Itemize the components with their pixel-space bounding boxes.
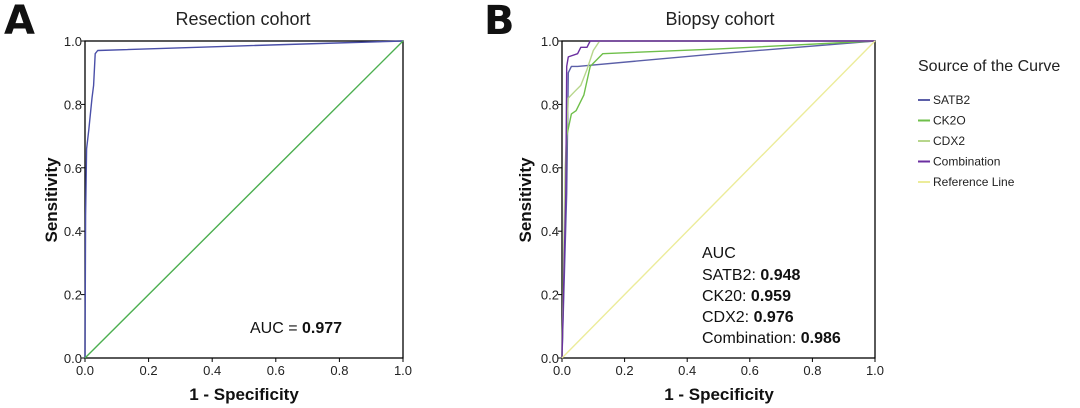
panel-b-auc-row: Combination: 0.986 (702, 330, 841, 347)
x-tick-label: 0.0 (76, 363, 94, 378)
series-line-reference-line (561, 40, 876, 359)
y-tick-label: 0.8 (541, 97, 559, 112)
x-tick-label: 0.4 (203, 363, 221, 378)
panel-b-series (561, 40, 876, 359)
auc-row-label: CK20: (702, 288, 751, 305)
series-line-roc (84, 40, 404, 359)
y-tick-label: 1.0 (541, 34, 559, 49)
x-tick-label: 1.0 (394, 363, 412, 378)
panel-b-auc-row: SATB2: 0.948 (702, 267, 801, 284)
y-tick-label: 0.0 (541, 351, 559, 366)
legend-entry-label: SATB2 (933, 93, 970, 107)
panel-b-auc-annotation: AUC SATB2: 0.948 CK20: 0.959 CDX2: 0.976… (702, 245, 841, 347)
panel-b-y-axis-label: Sensitivity (516, 157, 535, 243)
auc-row-value: 0.986 (801, 330, 841, 347)
y-tick-label: 0.8 (64, 97, 82, 112)
panel-a-series (84, 40, 404, 359)
panel-a-auc-annotation: AUC = 0.977 (250, 320, 342, 337)
y-tick-label: 0.4 (64, 224, 82, 239)
legend-title: Source of the Curve (918, 58, 1060, 75)
panel-a: A Resection cohort 0.0 0.2 0.4 0.6 0.8 1.00.0… (4, 0, 412, 404)
x-tick-label: 0.2 (140, 363, 158, 378)
y-tick-label: 0.0 (64, 351, 82, 366)
x-tick-label: 0.2 (616, 363, 634, 378)
legend-entry-label: CDX2 (933, 134, 965, 148)
auc-row-label: SATB2: (702, 267, 760, 284)
y-tick-label: 0.6 (541, 161, 559, 176)
x-tick-label: 0.4 (678, 363, 696, 378)
legend-entry-label: Reference Line (933, 175, 1015, 189)
legend: Source of the Curve SATB2 CK2O CDX2 Combina… (918, 58, 1060, 189)
panel-a-auc-label: AUC = (250, 320, 302, 337)
panel-a-plot-frame (84, 40, 404, 359)
panel-a-letter: A (4, 0, 35, 44)
panel-b-x-axis-label: 1 - Specificity (664, 385, 774, 404)
panel-b-auc-row: CDX2: 0.976 (702, 309, 794, 326)
panel-b-ticks: 0.0 0.2 0.4 0.6 0.8 1.0 0.0 0.2 0.4 0.6 0.8 1.0 (541, 34, 884, 378)
panel-b-letter: B (484, 0, 515, 44)
panel-b-auc-heading: AUC (702, 245, 736, 262)
legend-entries: SATB2 CK2O CDX2 Combination Reference Line (918, 93, 1015, 189)
series-line-combination (561, 40, 875, 359)
x-tick-label: 0.8 (330, 363, 348, 378)
auc-row-value: 0.948 (760, 267, 800, 284)
panel-a-ticks: 0.0 0.2 0.4 0.6 0.8 1.0 0.0 0.2 0.4 0.6 0.8 1.0 (64, 34, 412, 378)
y-tick-label: 0.4 (541, 224, 559, 239)
y-tick-label: 0.2 (541, 288, 559, 303)
x-tick-label: 0.8 (803, 363, 821, 378)
legend-entry-label: Combination (933, 155, 1000, 169)
y-tick-label: 0.2 (64, 288, 82, 303)
series-line-reference (84, 40, 404, 359)
panel-a-x-axis-label: 1 - Specificity (189, 385, 299, 404)
panel-a-auc-value: 0.977 (302, 320, 342, 337)
series-line-ck20 (561, 40, 876, 359)
panel-a-title: Resection cohort (175, 9, 310, 29)
panel-a-y-axis-label: Sensitivity (42, 157, 61, 243)
panel-b-title: Biopsy cohort (665, 9, 774, 29)
auc-row-value: 0.976 (754, 309, 794, 326)
panel-b: B Biopsy cohort 0.0 0.2 0.4 0.6 0.8 1.0 0.0 0.2… (484, 0, 1060, 404)
panel-b-auc-row: CK20: 0.959 (702, 288, 791, 305)
legend-entry-label: CK2O (933, 114, 966, 128)
auc-row-label: CDX2: (702, 309, 754, 326)
x-tick-label: 1.0 (866, 363, 884, 378)
y-tick-label: 1.0 (64, 34, 82, 49)
x-tick-label: 0.6 (267, 363, 285, 378)
auc-row-value: 0.959 (751, 288, 791, 305)
series-line-satb2 (561, 40, 876, 359)
x-tick-label: 0.6 (741, 363, 759, 378)
x-tick-label: 0.0 (553, 363, 571, 378)
auc-row-label: Combination: (702, 330, 801, 347)
y-tick-label: 0.6 (64, 161, 82, 176)
